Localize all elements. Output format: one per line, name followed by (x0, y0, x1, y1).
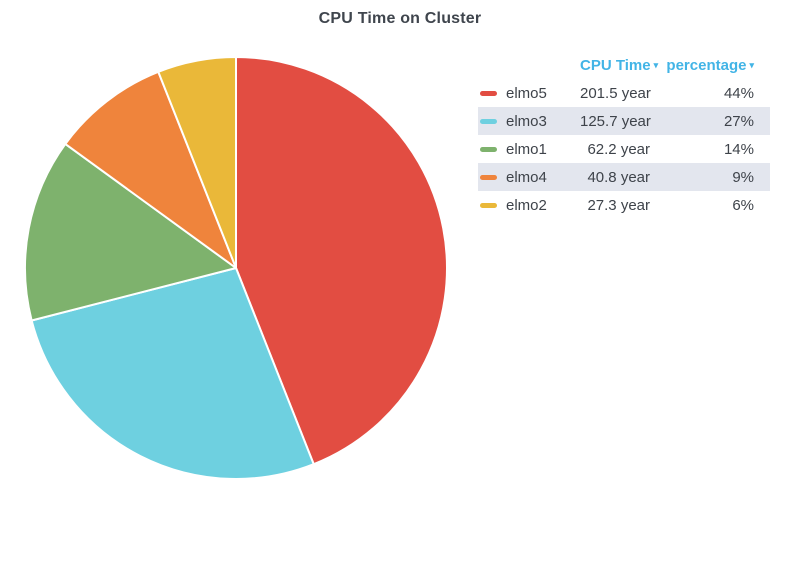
pie-slice-elmo2[interactable] (157, 56, 237, 269)
series-color-swatch (480, 174, 497, 180)
percentage-header-label: percentage (666, 56, 747, 74)
legend-row-elmo5[interactable]: elmo5 201.5 year 44% (478, 79, 770, 107)
series-percentage-value: 14% (723, 140, 754, 158)
pie-slice-elmo3[interactable] (30, 267, 315, 480)
series-label: elmo5 (506, 84, 547, 102)
sort-desc-icon: ▾ (749, 59, 754, 70)
legend-row-elmo4[interactable]: elmo4 40.8 year 9% (478, 163, 770, 191)
series-percentage-value: 44% (723, 84, 754, 102)
series-cpu-time-value: 201.5 year (580, 84, 651, 102)
series-label: elmo2 (506, 196, 547, 214)
series-percentage-value: 9% (732, 168, 754, 186)
series-cpu-time-value: 40.8 year (587, 168, 650, 186)
series-color-swatch (480, 90, 497, 96)
series-swatch-cell (480, 90, 506, 96)
series-label: elmo1 (506, 140, 547, 158)
legend-row-elmo3[interactable]: elmo3 125.7 year 27% (478, 107, 770, 135)
series-color-swatch (480, 202, 497, 208)
series-cpu-time-value: 27.3 year (587, 196, 650, 214)
series-label: elmo4 (506, 168, 547, 186)
series-swatch-cell (480, 174, 506, 180)
series-swatch-cell (480, 146, 506, 152)
legend-header-row: CPU Time ▾ percentage ▾ (478, 53, 770, 77)
series-swatch-cell (480, 202, 506, 208)
pie-slice-elmo5[interactable] (235, 56, 448, 466)
pie-chart (24, 56, 448, 480)
legend-rows: elmo5 201.5 year 44% elmo3 125.7 year 27% elmo… (478, 79, 770, 219)
legend-table: CPU Time ▾ percentage ▾ elmo5 201.5 year 44%… (478, 53, 770, 219)
cpu-time-header-label: CPU Time (580, 56, 651, 74)
series-label: elmo3 (506, 112, 547, 130)
legend-header-cpu-time[interactable]: CPU Time ▾ (580, 56, 658, 74)
series-cpu-time-value: 62.2 year (587, 140, 650, 158)
chart-title: CPU Time on Cluster (318, 10, 482, 27)
sort-desc-icon: ▾ (653, 59, 659, 70)
series-percentage-value: 6% (732, 196, 754, 214)
series-color-swatch (480, 146, 497, 152)
pie-slice-elmo4[interactable] (64, 70, 237, 269)
series-percentage-value: 27% (723, 112, 754, 130)
series-cpu-time-value: 125.7 year (580, 112, 651, 130)
series-swatch-cell (480, 118, 506, 124)
legend-row-elmo2[interactable]: elmo2 27.3 year 6% (478, 191, 770, 219)
legend-header-percentage[interactable]: percentage ▾ (650, 57, 754, 74)
pie-slice-elmo1[interactable] (24, 142, 237, 322)
series-color-swatch (480, 118, 497, 124)
legend-row-elmo1[interactable]: elmo1 62.2 year 14% (478, 135, 770, 163)
